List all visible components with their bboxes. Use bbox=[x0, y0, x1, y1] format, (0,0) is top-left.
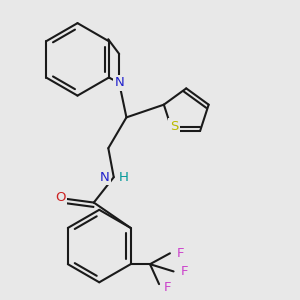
Text: N: N bbox=[114, 76, 124, 89]
Text: F: F bbox=[181, 265, 188, 278]
Text: F: F bbox=[164, 280, 171, 293]
Text: N: N bbox=[100, 171, 110, 184]
Text: S: S bbox=[170, 120, 178, 133]
Text: O: O bbox=[55, 191, 65, 204]
Text: H: H bbox=[119, 171, 129, 184]
Text: F: F bbox=[176, 247, 184, 260]
